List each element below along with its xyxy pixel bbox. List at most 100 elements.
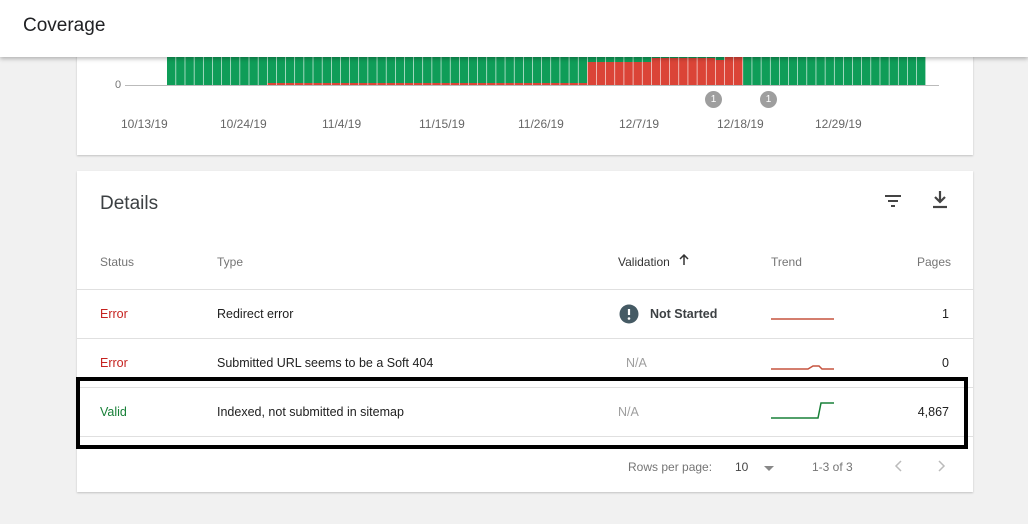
bar-error bbox=[615, 62, 624, 85]
bar-valid bbox=[249, 40, 258, 85]
pages: 4,867 bbox=[917, 405, 949, 419]
filter-icon[interactable] bbox=[883, 191, 903, 211]
bar-valid bbox=[551, 40, 560, 83]
table-row[interactable]: Error Submitted URL seems to be a Soft 4… bbox=[77, 338, 973, 387]
bar-error bbox=[295, 83, 304, 85]
dropdown-arrow-icon[interactable] bbox=[763, 464, 775, 472]
next-page-icon[interactable] bbox=[937, 459, 947, 473]
bar-error bbox=[514, 83, 524, 85]
bar-error bbox=[569, 83, 578, 85]
bar-valid bbox=[203, 40, 213, 85]
bar-error bbox=[733, 57, 743, 85]
bar-valid bbox=[532, 40, 542, 83]
annotation-marker[interactable]: 1 bbox=[760, 91, 777, 108]
bar-valid bbox=[413, 40, 423, 83]
col-type[interactable]: Type bbox=[217, 255, 244, 269]
download-icon[interactable] bbox=[930, 189, 950, 211]
bar-valid bbox=[167, 40, 176, 85]
bar-error bbox=[642, 62, 652, 85]
bar-error bbox=[441, 83, 450, 85]
bar-error bbox=[331, 83, 341, 85]
bar-valid bbox=[807, 40, 816, 85]
table-row[interactable]: Error Redirect error Not Started 1 bbox=[77, 289, 973, 338]
validation: N/A bbox=[626, 356, 647, 370]
trend-sparkline bbox=[771, 402, 834, 419]
x-tick-label: 12/7/19 bbox=[619, 117, 660, 131]
bar-valid bbox=[834, 40, 844, 85]
status: Valid bbox=[100, 405, 127, 419]
trend-sparkline bbox=[771, 318, 834, 320]
bar-error bbox=[450, 83, 460, 85]
bar-valid bbox=[295, 40, 304, 83]
bar-error bbox=[724, 57, 734, 85]
bar-valid bbox=[907, 40, 917, 85]
bar-valid bbox=[487, 40, 496, 83]
col-trend: Trend bbox=[771, 255, 802, 269]
bar-error bbox=[368, 83, 377, 85]
table-row[interactable]: Valid Indexed, not submitted in sitemap … bbox=[77, 387, 973, 436]
bar-valid bbox=[816, 40, 825, 85]
bar-error bbox=[423, 83, 432, 85]
bar-error bbox=[304, 83, 313, 85]
pagination: Rows per page: 10 1-3 of 3 bbox=[77, 436, 973, 492]
y-tick-0: 0 bbox=[115, 79, 122, 91]
bar-error bbox=[532, 83, 542, 85]
page-range: 1-3 of 3 bbox=[812, 460, 853, 474]
top-bar: Coverage bbox=[0, 0, 1028, 57]
bar-error bbox=[697, 58, 706, 85]
x-tick-label: 10/24/19 bbox=[220, 117, 267, 131]
bar-valid bbox=[285, 40, 295, 83]
x-tick-label: 11/15/19 bbox=[419, 117, 465, 131]
bar-error bbox=[349, 83, 359, 85]
bar-valid bbox=[889, 40, 898, 85]
rows-per-page-label: Rows per page: bbox=[628, 460, 713, 474]
bar-error bbox=[359, 83, 368, 85]
type: Submitted URL seems to be a Soft 404 bbox=[217, 356, 434, 370]
status: Error bbox=[100, 307, 128, 321]
bar-error bbox=[624, 62, 633, 85]
bar-valid bbox=[752, 40, 761, 85]
bar-valid bbox=[916, 40, 926, 85]
bar-valid bbox=[304, 40, 313, 83]
trend-sparkline bbox=[771, 365, 834, 370]
annotation-marker[interactable]: 1 bbox=[705, 91, 722, 108]
highlight-box bbox=[76, 377, 968, 449]
prev-page-icon[interactable] bbox=[893, 459, 903, 473]
rows-per-page-select[interactable]: 10 bbox=[735, 460, 749, 474]
bar-error bbox=[505, 83, 514, 85]
bar-error bbox=[340, 83, 350, 85]
bar-valid bbox=[359, 40, 368, 83]
bar-error bbox=[669, 58, 679, 85]
bar-valid bbox=[843, 40, 853, 85]
bar-error bbox=[688, 58, 697, 85]
col-validation[interactable]: Validation bbox=[618, 255, 670, 269]
bar-valid bbox=[322, 40, 332, 83]
coverage-chart bbox=[125, 40, 939, 86]
bar-error bbox=[432, 83, 441, 85]
bar-valid bbox=[276, 40, 286, 83]
bar-valid bbox=[231, 40, 240, 85]
bar-error bbox=[706, 58, 716, 85]
bar-error bbox=[560, 83, 569, 85]
bar-error bbox=[541, 83, 551, 85]
sort-arrow-up-icon[interactable] bbox=[678, 253, 690, 267]
bar-error bbox=[578, 83, 588, 85]
col-status[interactable]: Status bbox=[100, 255, 135, 269]
bar-valid bbox=[496, 40, 505, 83]
bar-error bbox=[551, 83, 560, 85]
bar-error bbox=[404, 83, 414, 85]
bar-valid bbox=[313, 40, 322, 83]
bar-valid bbox=[459, 40, 469, 83]
bar-error bbox=[487, 83, 496, 85]
bar-valid bbox=[432, 40, 441, 83]
bar-error bbox=[715, 60, 725, 85]
bar-valid bbox=[185, 40, 194, 85]
bar-error bbox=[660, 58, 670, 85]
col-pages[interactable]: Pages bbox=[917, 255, 952, 269]
bar-error bbox=[322, 83, 332, 85]
bar-valid bbox=[267, 40, 277, 83]
details-card: Details Status Type Validation Trend Pag… bbox=[77, 171, 973, 492]
bar-valid bbox=[560, 40, 569, 83]
bar-valid bbox=[258, 40, 267, 85]
bar-error bbox=[413, 83, 423, 85]
